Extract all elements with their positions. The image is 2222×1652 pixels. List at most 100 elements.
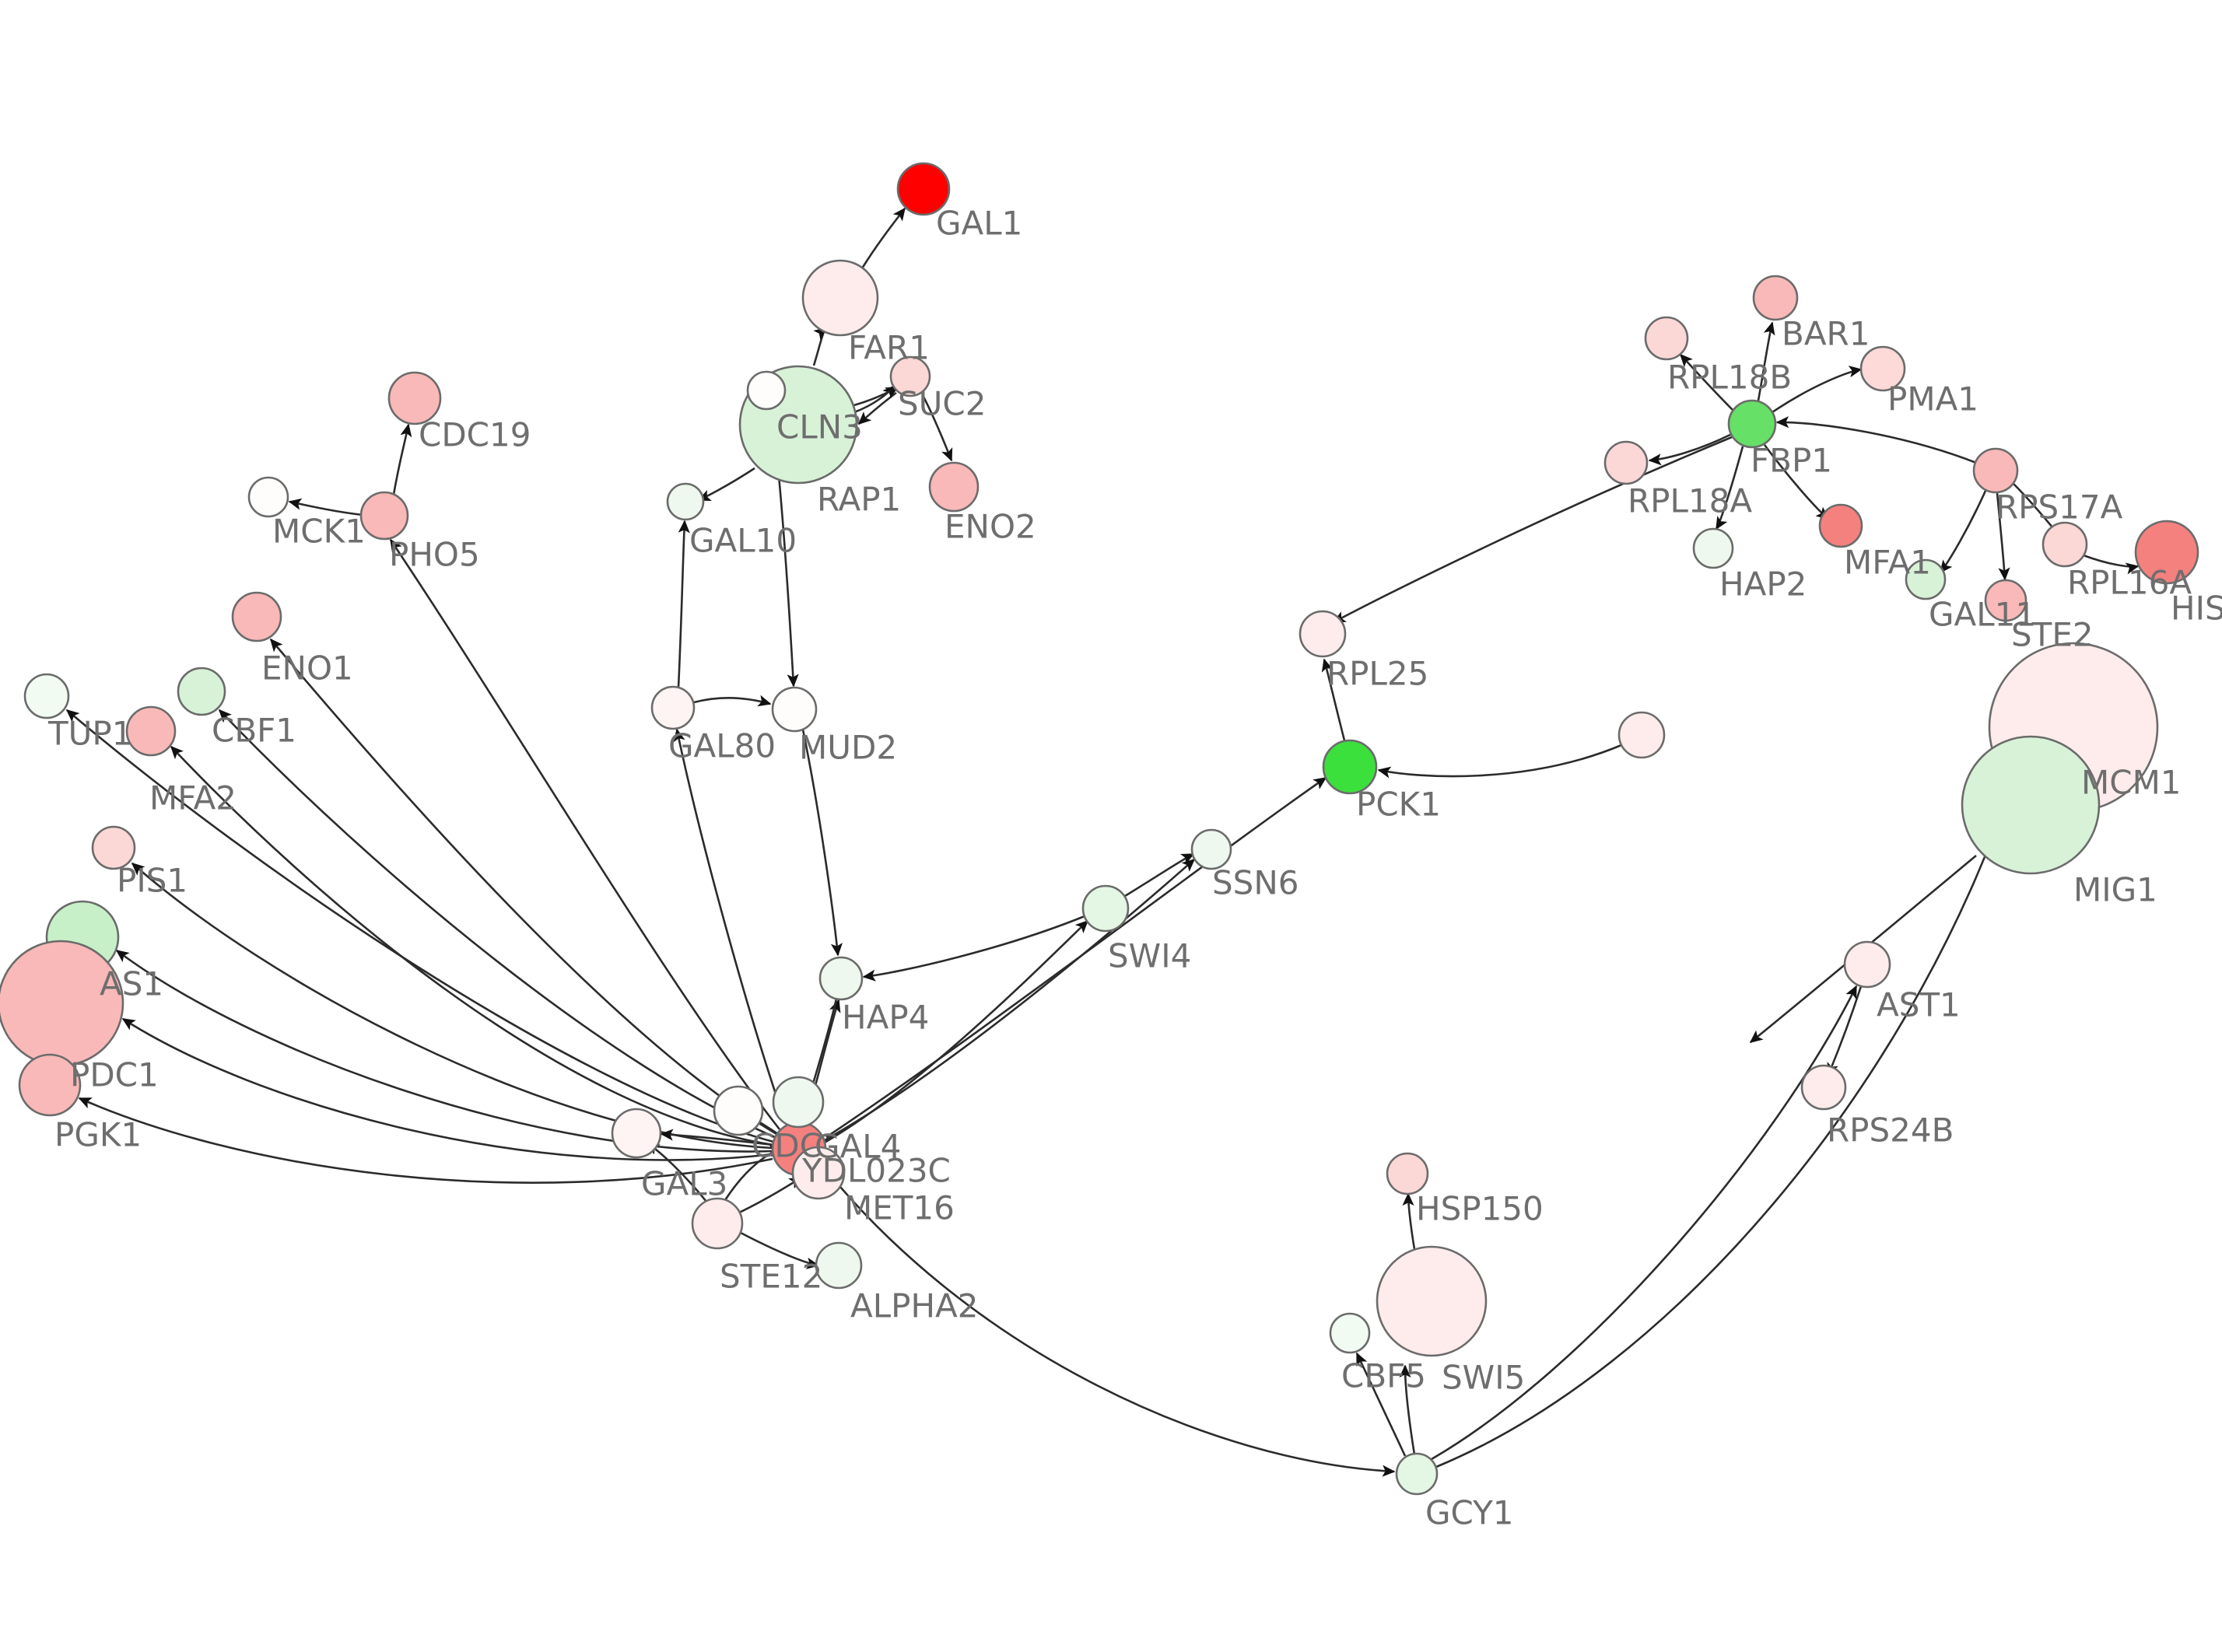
node-label-pdc1: PDC1 <box>70 1056 159 1094</box>
node-mud2[interactable] <box>771 686 818 733</box>
node-label-rpl25: RPL25 <box>1327 655 1428 693</box>
edge-gal4-to-pdc1 <box>121 1017 773 1161</box>
node-mig1[interactable] <box>1961 735 2101 875</box>
node-tup1[interactable] <box>23 673 70 719</box>
node-label-hap2: HAP2 <box>1719 565 1807 604</box>
node-label-eno1: ENO1 <box>261 649 353 688</box>
node-label-hsp150: HSP150 <box>1416 1190 1544 1228</box>
node-label-hap4: HAP4 <box>842 999 929 1037</box>
edge-rpl16a-to-his4 <box>2083 554 2140 575</box>
node-label-pho5: PHO5 <box>389 536 480 574</box>
edge-fbp1-to-pma1 <box>1772 366 1863 414</box>
node-eno2[interactable] <box>928 461 980 513</box>
node-label-swi5: SWI5 <box>1442 1359 1525 1397</box>
node-label-cdc19: CDC19 <box>419 416 531 454</box>
node-mfa1[interactable] <box>1818 503 1863 548</box>
node-label-ste2: STE2 <box>2011 616 2094 654</box>
edge-rps17a-to-fbp1 <box>1775 416 1977 464</box>
node-pho5[interactable] <box>359 491 409 541</box>
node-rpl18b[interactable] <box>1644 316 1689 361</box>
node-cdc39[interactable] <box>713 1085 764 1136</box>
node-rpl16a[interactable] <box>2042 521 2088 568</box>
edge-fbp1-to-rpl25 <box>1332 436 1733 624</box>
node-gcy1[interactable] <box>1395 1452 1439 1496</box>
node-gal10[interactable] <box>666 482 705 521</box>
edge-gal4-to-mfa2 <box>170 745 774 1146</box>
node-gal3[interactable] <box>611 1108 662 1159</box>
node-ste2[interactable] <box>1984 579 2027 622</box>
edge-swi4-to-hap4 <box>862 915 1085 982</box>
node-far1[interactable] <box>801 259 879 337</box>
node-label-far1: FAR1 <box>848 329 930 367</box>
edge-gal4-to-tup1 <box>65 709 774 1143</box>
node-cdc19[interactable] <box>387 371 442 425</box>
node-suc2[interactable] <box>889 355 931 397</box>
node-label-rps24b: RPS24B <box>1827 1111 1954 1150</box>
node-rps17a[interactable] <box>1972 447 2019 494</box>
node-his4[interactable] <box>2134 520 2199 585</box>
edge-gal4-to-ssn6 <box>824 858 1196 1142</box>
node-label-gal11: GAL11 <box>1929 596 2036 634</box>
node-hsp150[interactable] <box>1386 1152 1429 1195</box>
node-label-rap1: RAP1 <box>817 481 901 519</box>
node-label-gas1: AS1 <box>100 965 163 1003</box>
edge-rps17a-to-ste2 <box>1996 492 2010 581</box>
edge-pck1-to-rpl25 <box>1321 658 1346 741</box>
node-rps24b[interactable] <box>1800 1064 1847 1111</box>
edge-mud2-to-hap4 <box>801 729 843 957</box>
node-swi4[interactable] <box>1081 884 1130 933</box>
node-hap4[interactable] <box>818 956 864 1001</box>
node-unl1[interactable] <box>1617 711 1666 759</box>
node-cbf1[interactable] <box>177 667 226 716</box>
node-hap2[interactable] <box>1692 527 1734 569</box>
node-layer <box>0 162 2199 1496</box>
node-cbf5[interactable] <box>1329 1312 1371 1354</box>
edge-swi5-to-hsp150 <box>1402 1192 1416 1250</box>
label-layer: GAL1 FAR1 SUC2 ENO2 CLN3 RAP1 GAL10 CDC19 MCK1 PH… <box>47 205 2222 1532</box>
node-pgk1[interactable] <box>18 1053 82 1117</box>
node-eno1[interactable] <box>231 591 282 642</box>
node-label-pis1: PIS1 <box>117 862 188 900</box>
node-alpha2[interactable] <box>815 1241 863 1290</box>
node-label-ste12: STE12 <box>720 1258 822 1296</box>
edge-gal4-to-gcy1 <box>819 1163 1396 1477</box>
node-rpl25[interactable] <box>1299 610 1347 658</box>
node-pis1[interactable] <box>91 825 136 870</box>
edge-gal4-to-pho5 <box>389 538 781 1130</box>
node-label-mck1: MCK1 <box>272 513 366 551</box>
edge-cln3-to-far1 <box>812 327 828 366</box>
node-label-eno2: ENO2 <box>945 508 1036 546</box>
node-mck1[interactable] <box>247 476 289 518</box>
node-label-ydl023c: YDL023C <box>801 1152 951 1190</box>
node-ydl023c[interactable] <box>791 1146 846 1200</box>
edge-unl1-to-pck1 <box>1377 744 1622 779</box>
node-fbp1[interactable] <box>1727 399 1777 449</box>
node-gal11[interactable] <box>1905 558 1947 600</box>
node-mfa2[interactable] <box>125 705 177 757</box>
edge-fbp1-to-rpl18a <box>1648 432 1733 466</box>
node-rpl18a[interactable] <box>1603 440 1649 485</box>
node-rap1[interactable] <box>746 370 787 411</box>
node-swi5[interactable] <box>1376 1245 1488 1357</box>
node-ssn6[interactable] <box>1190 828 1232 870</box>
node-pma1[interactable] <box>1859 345 1906 392</box>
node-gal80[interactable] <box>650 685 696 730</box>
node-label-cbf5: CBF5 <box>1341 1357 1426 1395</box>
node-label-alpha2: ALPHA2 <box>850 1287 979 1325</box>
node-ste12[interactable] <box>691 1197 744 1250</box>
node-met16[interactable] <box>772 1076 825 1129</box>
node-label-mfa2: MFA2 <box>149 779 237 817</box>
node-gal1[interactable] <box>896 162 951 216</box>
edge-gal4-to-gal3 <box>660 1129 774 1146</box>
edge-gal80-to-mud2 <box>693 695 772 707</box>
edge-gcy1-to-cbf5 <box>1355 1352 1407 1457</box>
node-bar1[interactable] <box>1752 275 1799 321</box>
node-ast1[interactable] <box>1843 940 1891 989</box>
node-pck1[interactable] <box>1322 739 1378 795</box>
node-pdc1[interactable] <box>0 940 124 1067</box>
edge-gcy1-to-mcm1 <box>1435 796 2010 1468</box>
edge-gcy1-to-ast1 <box>1431 985 1858 1461</box>
edge-gal4-to-pck1 <box>825 776 1327 1139</box>
node-label-suc2: SUC2 <box>898 385 986 423</box>
